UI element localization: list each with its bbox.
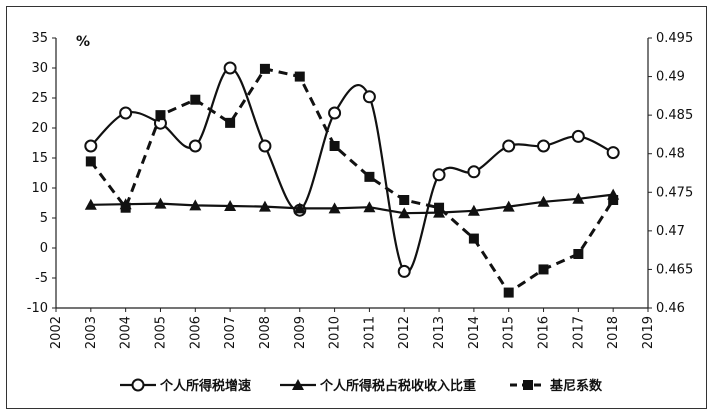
series-3-point: [120, 202, 131, 213]
left-y-tick-label: 30: [31, 61, 48, 76]
x-tick-label: 2015: [502, 316, 517, 349]
series-3-point: [468, 233, 479, 244]
legend-marker-3: [523, 380, 533, 390]
series-1-point: [502, 139, 516, 153]
series-3-point: [538, 264, 549, 275]
x-tick-label: 2009: [293, 316, 308, 349]
x-tick-label: 2010: [328, 316, 343, 349]
legend-label-2: 个人所得税占税收收入比重: [319, 378, 476, 394]
series-1-point: [362, 90, 376, 104]
series-3-point: [364, 171, 375, 182]
x-tick-label: 2005: [153, 316, 168, 349]
right-y-tick-label: 0.46: [656, 301, 685, 316]
series-2-point: [293, 202, 306, 214]
right-y-tick-label: 0.49: [656, 70, 685, 85]
x-tick-label: 2019: [641, 316, 656, 349]
series-1-point: [537, 139, 551, 153]
series-3-point: [155, 110, 166, 121]
series-1-point: [467, 165, 481, 179]
series-2-point: [154, 197, 167, 209]
right-y-tick-label: 0.47: [656, 224, 685, 239]
unit-label: %: [76, 34, 90, 50]
series-3-point: [190, 94, 201, 105]
series-line-1: [90, 66, 614, 274]
left-y-tick-label: 20: [31, 121, 48, 136]
series-1-point: [606, 146, 620, 160]
series-line-3: [89, 67, 615, 295]
series-2-point: [572, 192, 585, 204]
left-y-tick-label: 25: [31, 91, 48, 106]
series-2-point: [502, 200, 515, 212]
series-2-point: [467, 204, 480, 216]
series-3-point: [259, 63, 270, 74]
series-3-point: [399, 195, 410, 205]
series-1-point: [119, 106, 133, 120]
series-3-point: [503, 287, 514, 298]
right-y-tick-label: 0.465: [656, 262, 693, 277]
series-2-point: [189, 199, 202, 211]
series-line-2: [90, 193, 614, 215]
series-3-point: [573, 249, 584, 259]
x-tick-label: 2011: [362, 316, 377, 349]
left-y-tick-label: 15: [31, 151, 48, 166]
x-tick-label: 2007: [223, 316, 238, 349]
series-1-point: [432, 168, 446, 182]
right-y-tick-label: 0.485: [656, 108, 693, 123]
right-y-tick-label: 0.48: [656, 147, 685, 162]
left-y-tick-label: -10: [27, 301, 48, 316]
series-1-point: [223, 61, 237, 75]
series-1-point: [84, 139, 98, 153]
left-y-tick-label: 0: [40, 241, 48, 256]
legend-label-3: 基尼系数: [549, 378, 603, 394]
series-2-point: [398, 207, 411, 219]
series-2-point: [258, 200, 271, 212]
x-tick-label: 2003: [84, 316, 99, 349]
x-tick-label: 2013: [432, 316, 447, 349]
series-2-point: [224, 200, 237, 211]
legend-marker-2: [292, 379, 304, 390]
legend-marker-1: [131, 378, 145, 392]
series-3-point: [225, 117, 236, 128]
series-3-point: [434, 202, 445, 213]
left-y-tick-label: -5: [35, 271, 48, 286]
x-tick-label: 2017: [571, 316, 586, 349]
x-tick-label: 2006: [188, 316, 203, 349]
series-3-point: [294, 71, 305, 82]
series-3-point: [85, 156, 96, 167]
series-1-point: [397, 264, 411, 278]
left-y-tick-label: 5: [40, 211, 48, 226]
legend-label-1: 个人所得税增速: [159, 378, 251, 394]
series-3-point: [329, 141, 340, 151]
right-y-tick-label: 0.475: [656, 185, 693, 200]
x-tick-label: 2016: [537, 316, 552, 349]
x-tick-label: 2002: [49, 316, 64, 349]
series-1-point: [188, 139, 202, 153]
x-tick-label: 2018: [606, 316, 621, 349]
series-1-point: [571, 129, 585, 143]
series-3-point: [608, 195, 619, 205]
x-tick-label: 2004: [119, 316, 134, 349]
series-2-point: [363, 201, 376, 213]
series-2-point: [328, 202, 341, 214]
x-tick-label: 2012: [397, 316, 412, 349]
series-1-point: [328, 106, 342, 120]
series-1-point: [258, 139, 272, 153]
series-2-point: [84, 198, 97, 210]
left-y-tick-label: 10: [31, 181, 48, 196]
x-tick-label: 2014: [467, 316, 482, 349]
series-2-point: [537, 195, 550, 207]
right-y-tick-label: 0.495: [656, 31, 693, 46]
left-y-tick-label: 35: [31, 31, 48, 46]
x-tick-label: 2008: [258, 316, 273, 349]
